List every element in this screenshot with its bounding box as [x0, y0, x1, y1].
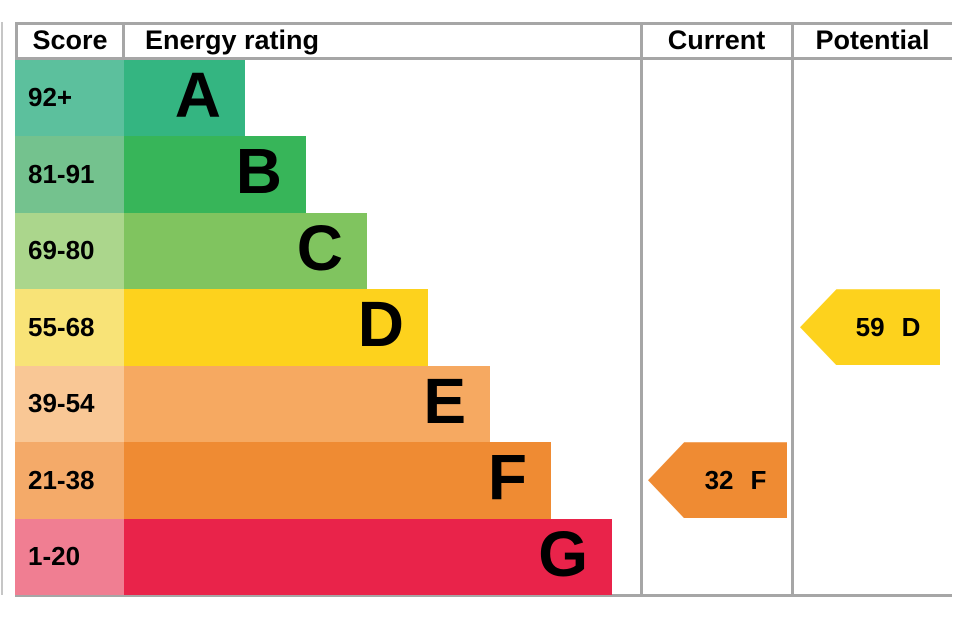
potential-rating-arrow: 59 D — [800, 289, 940, 366]
rating-band-row-D: 55-68 D — [15, 289, 428, 366]
rating-bar-G: G — [124, 517, 612, 595]
current-rating-band: F — [750, 464, 767, 495]
chart-top-border — [15, 22, 952, 25]
rating-bar-B: B — [124, 136, 306, 213]
score-range-A: 92+ — [15, 59, 124, 136]
rating-band-row-C: 69-80 C — [15, 211, 367, 289]
energy-current-divider — [640, 22, 643, 597]
rating-bar-C: C — [124, 211, 367, 289]
rating-letter-B: B — [235, 135, 282, 208]
rating-band-row-E: 39-54 E — [15, 364, 490, 442]
score-range-E: 39-54 — [15, 365, 124, 442]
score-range-D: 55-68 — [15, 289, 124, 366]
rating-bar-D: D — [124, 289, 428, 366]
current-rating-value: 32 — [704, 464, 734, 495]
rating-letter-G: G — [538, 517, 588, 590]
current-column-header: Current — [667, 24, 766, 55]
rating-bar-F: F — [124, 442, 551, 519]
energy-rating-column-header: Energy rating — [145, 24, 320, 55]
score-range-B: 81-91 — [15, 136, 124, 213]
score-range-F: 21-38 — [15, 442, 124, 519]
rating-letter-A: A — [174, 58, 221, 131]
rating-letter-E: E — [423, 364, 466, 437]
rating-band-row-B: 81-91 B — [15, 136, 306, 213]
rating-band-row-G: 1-20 G — [15, 517, 612, 595]
header-bottom-border — [15, 57, 952, 60]
rating-letter-F: F — [487, 441, 527, 514]
current-potential-divider — [791, 22, 794, 597]
score-range-G: 1-20 — [15, 518, 124, 595]
potential-rating-band: D — [901, 311, 921, 342]
rating-letter-C: C — [296, 211, 343, 284]
header-left-border — [15, 22, 18, 60]
current-rating-arrow: 32 F — [648, 442, 787, 519]
rating-band-row-F: 21-38 F — [15, 442, 551, 519]
rating-letter-D: D — [357, 288, 404, 361]
chart-left-border — [1, 22, 3, 595]
rating-band-row-A: 92+ A — [15, 58, 245, 136]
chart-bottom-border — [15, 594, 952, 597]
score-column-header: Score — [32, 24, 108, 55]
rating-bar-A: A — [124, 58, 245, 136]
score-range-C: 69-80 — [15, 212, 124, 289]
rating-bar-E: E — [124, 364, 490, 442]
potential-rating-value: 59 — [855, 311, 885, 342]
score-energy-divider — [122, 22, 125, 60]
potential-column-header: Potential — [815, 24, 930, 55]
